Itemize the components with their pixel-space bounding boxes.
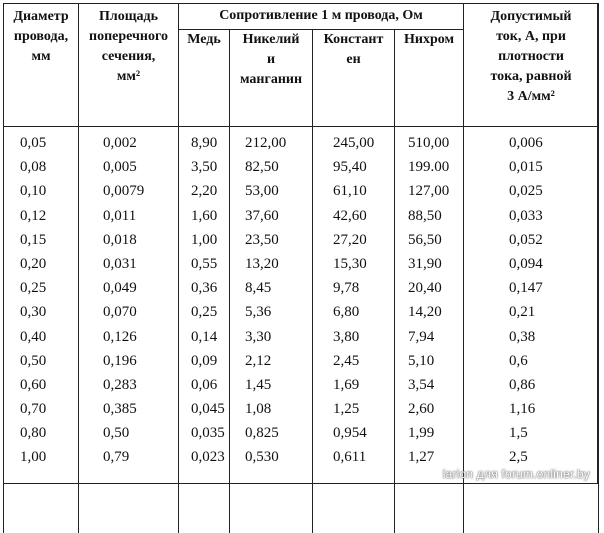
table-border — [3, 3, 598, 484]
watermark: larion для forum.onliner.by — [443, 467, 590, 481]
